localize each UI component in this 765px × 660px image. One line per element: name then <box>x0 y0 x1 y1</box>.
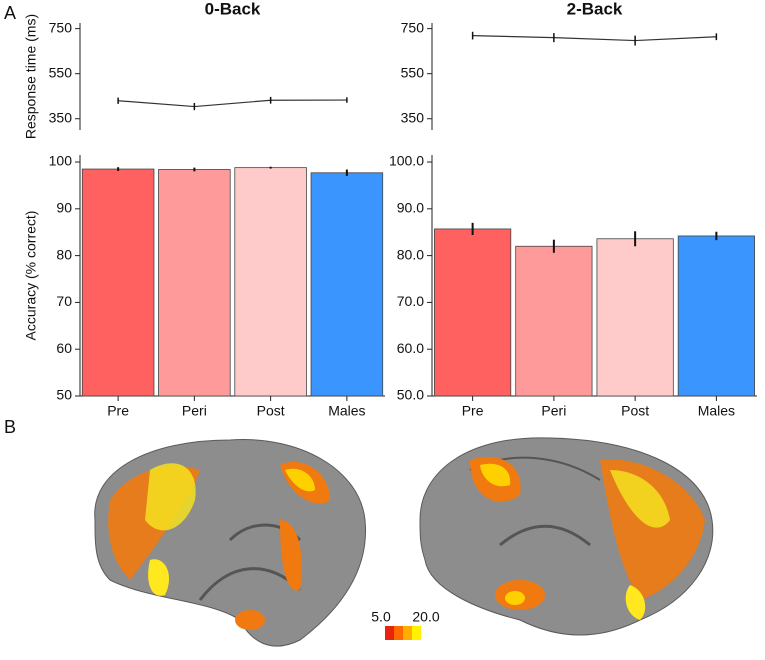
y-tick-label: 750 <box>49 19 73 35</box>
y-tick-label: 50 <box>56 387 72 403</box>
panel-label: B <box>4 417 16 437</box>
line <box>118 99 347 108</box>
bar <box>81 168 155 397</box>
y-tick-label: 350 <box>401 109 425 125</box>
y-tick-label: 550 <box>401 64 425 80</box>
y-axis-label: Accuracy (% correct) <box>23 211 39 341</box>
y-axis-label: Response time (ms) <box>23 14 39 139</box>
bar <box>677 235 755 397</box>
x-tick-label: Pre <box>462 403 484 419</box>
panel-label: A <box>4 3 16 23</box>
bar <box>515 245 593 397</box>
bar <box>434 228 512 397</box>
bar <box>158 169 231 397</box>
bar <box>596 238 674 397</box>
x-tick-label: Pre <box>107 403 129 419</box>
y-tick-label: 80.0 <box>397 246 424 262</box>
x-tick-label: Males <box>328 403 365 419</box>
colorbar <box>385 626 421 640</box>
colorbar-max-label: 20.0 <box>412 609 439 625</box>
y-tick-label: 350 <box>49 109 73 125</box>
x-tick-label: Post <box>621 403 649 419</box>
y-tick-label: 100.0 <box>389 153 424 169</box>
y-tick-label: 90.0 <box>397 200 424 216</box>
x-tick-label: Peri <box>541 403 566 419</box>
y-tick-label: 90 <box>56 200 72 216</box>
colorbar-swatch <box>403 626 412 640</box>
y-tick-label: 550 <box>49 64 73 80</box>
colorbar-swatch <box>412 626 421 640</box>
y-tick-label: 80 <box>56 246 72 262</box>
bar <box>234 167 307 397</box>
line <box>472 35 717 42</box>
chart-title: 0-Back <box>205 0 261 18</box>
y-tick-label: 70.0 <box>397 293 424 309</box>
x-tick-label: Males <box>698 403 735 419</box>
colorbar-swatch <box>394 626 403 640</box>
y-tick-label: 100 <box>49 153 73 169</box>
y-tick-label: 60 <box>56 340 72 356</box>
colorbar-min-label: 5.0 <box>371 609 391 625</box>
chart-title: 2-Back <box>567 0 623 18</box>
y-tick-label: 50.0 <box>397 387 424 403</box>
brain-left <box>94 439 367 647</box>
y-tick-label: 60.0 <box>397 340 424 356</box>
x-tick-label: Post <box>257 403 285 419</box>
y-tick-label: 70 <box>56 293 72 309</box>
y-tick-label: 750 <box>401 19 425 35</box>
colorbar-swatch <box>385 626 394 640</box>
bar <box>310 172 384 397</box>
brain-right <box>419 437 714 636</box>
x-tick-label: Peri <box>182 403 207 419</box>
